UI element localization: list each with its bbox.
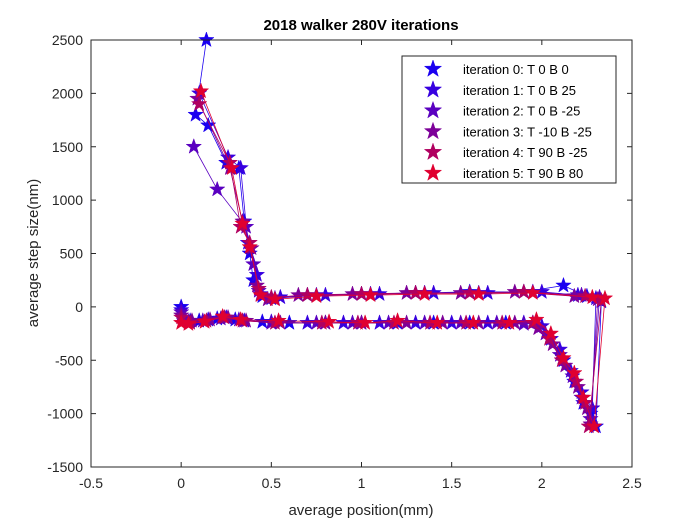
data-point xyxy=(362,286,379,303)
legend-label: iteration 3: T -10 B -25 xyxy=(463,124,592,139)
x-tick-label: 2.5 xyxy=(622,475,642,491)
data-point xyxy=(428,314,446,330)
data-point xyxy=(501,314,518,330)
x-tick-label: 0.5 xyxy=(262,475,282,491)
data-point xyxy=(234,214,251,231)
data-point xyxy=(185,137,203,154)
data-point xyxy=(555,276,572,293)
legend-item: iteration 4: T 90 B -25 xyxy=(423,142,588,161)
data-point xyxy=(241,238,259,255)
data-point xyxy=(266,290,284,307)
y-tick-label: 1500 xyxy=(52,139,83,155)
data-point xyxy=(180,315,197,332)
legend-label: iteration 4: T 90 B -25 xyxy=(463,145,588,160)
axes xyxy=(90,39,633,468)
series-5 xyxy=(172,82,614,434)
y-tick-label: 0 xyxy=(75,299,83,315)
data-point xyxy=(555,349,572,366)
legend-box xyxy=(401,55,617,184)
data-point xyxy=(223,159,240,176)
data-point xyxy=(461,284,479,301)
y-tick-label: -1000 xyxy=(47,406,83,422)
data-point xyxy=(353,285,370,302)
legend-item: iteration 1: T 0 B 25 xyxy=(423,80,576,98)
data-point xyxy=(515,283,533,300)
legend-item: iteration 0: T 0 B 0 xyxy=(423,59,569,77)
data-point xyxy=(574,388,592,405)
tick-labels: -0.5 0 0.5 1 1.5 2 2.5 -1500 -1000 -500 0 500 1000 15… xyxy=(47,32,642,491)
data-point xyxy=(542,324,560,341)
data-point xyxy=(320,313,338,329)
legend-marker xyxy=(423,59,443,77)
data-point xyxy=(565,364,583,381)
y-tick-label: -1500 xyxy=(47,459,83,475)
x-tick-label: 1 xyxy=(358,475,366,491)
data-point xyxy=(416,285,433,302)
x-axis-label: average position(mm) xyxy=(288,502,433,519)
data-point xyxy=(232,310,250,327)
legend-item: iteration 2: T 0 B -25 xyxy=(423,100,580,119)
data-point xyxy=(299,286,316,303)
legend-marker xyxy=(423,163,443,181)
data-point xyxy=(470,285,488,302)
data-point xyxy=(252,286,269,303)
data-point xyxy=(308,287,325,304)
data-point xyxy=(192,82,210,99)
y-tick-label: 500 xyxy=(60,246,84,262)
legend-marker xyxy=(423,142,443,161)
data-point xyxy=(196,313,213,329)
legend-marker xyxy=(423,80,443,98)
data-point xyxy=(187,105,204,122)
y-axis-label: average step size(nm) xyxy=(25,179,42,327)
data-point xyxy=(214,307,231,324)
x-tick-label: -0.5 xyxy=(79,475,103,491)
chart-title: 2018 walker 280V iterations xyxy=(263,17,458,34)
y-tick-label: 2500 xyxy=(52,32,83,48)
legend-marker xyxy=(423,121,443,140)
data-point xyxy=(583,288,601,305)
legend-marker xyxy=(423,100,443,119)
data-point xyxy=(528,310,545,327)
data-point xyxy=(270,311,287,328)
legend-label: iteration 1: T 0 B 25 xyxy=(463,83,576,98)
data-point xyxy=(585,417,603,434)
legend-label: iteration 0: T 0 B 0 xyxy=(463,62,569,77)
legend-label: iteration 5: T 90 B 80 xyxy=(463,166,583,181)
data-point xyxy=(596,289,614,306)
data-point xyxy=(356,314,374,330)
y-tick-label: -500 xyxy=(55,352,83,368)
y-tick-label: 1000 xyxy=(52,192,83,208)
data-point xyxy=(208,180,226,197)
data-point xyxy=(407,284,424,301)
data-point xyxy=(524,284,542,301)
x-tick-label: 0 xyxy=(177,475,185,491)
legend-item: iteration 3: T -10 B -25 xyxy=(423,121,592,140)
legend-label: iteration 2: T 0 B -25 xyxy=(463,104,580,119)
legend-item: iteration 5: T 90 B 80 xyxy=(423,163,583,181)
x-tick-label: 2 xyxy=(538,475,546,491)
x-tick-label: 1.5 xyxy=(442,475,462,491)
data-point xyxy=(464,314,482,330)
legend: iteration 0: T 0 B 0 iteration 1: T 0 B 2… xyxy=(401,55,617,184)
data-point xyxy=(198,31,215,48)
data-point xyxy=(389,311,406,328)
y-tick-label: 2000 xyxy=(52,85,83,101)
